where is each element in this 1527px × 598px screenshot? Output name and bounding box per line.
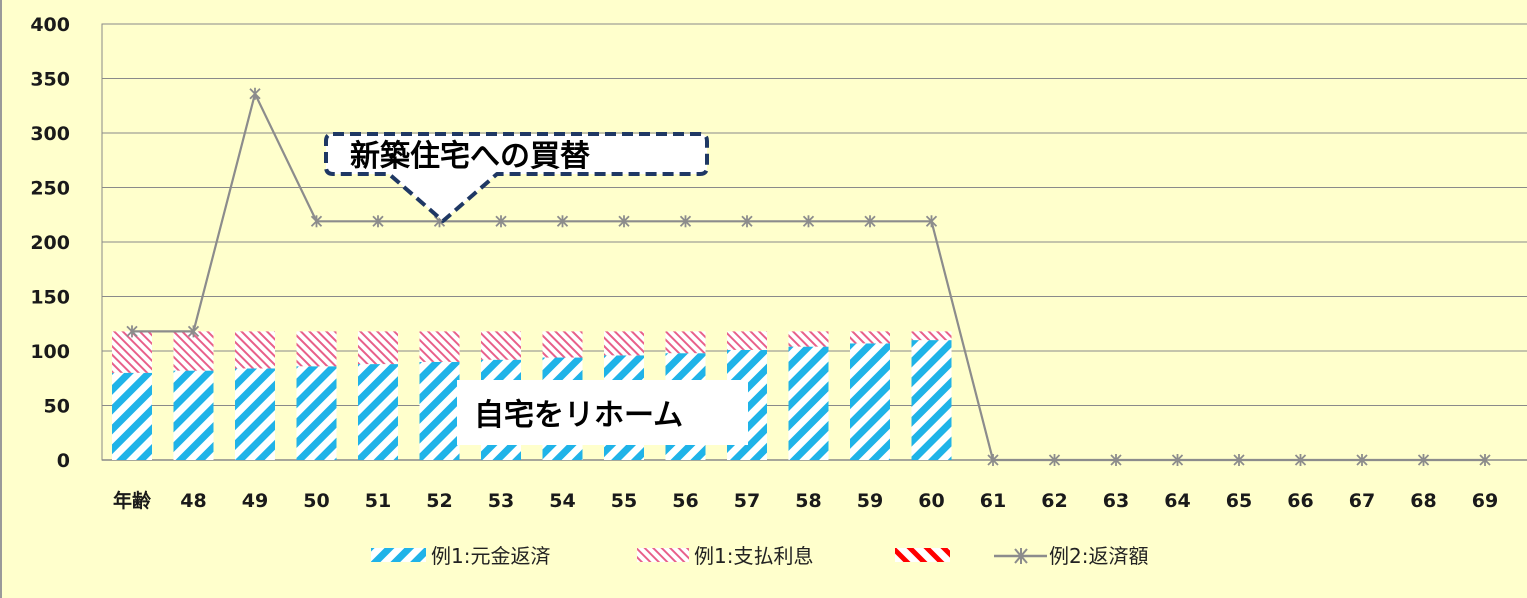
x-tick-label: 67	[1349, 490, 1375, 512]
y-tick-label: 250	[30, 178, 70, 200]
bar-principal	[112, 372, 152, 460]
line-point	[310, 215, 323, 228]
bar-interest	[604, 331, 644, 356]
bar-principal	[296, 366, 337, 460]
line-point	[1048, 454, 1061, 466]
x-tick-label: 54	[549, 490, 575, 512]
x-tick-label: 56	[672, 490, 698, 512]
bar-principal	[788, 346, 829, 460]
line-point	[126, 325, 138, 338]
x-tick-label: 69	[1472, 490, 1498, 512]
bar-interest	[419, 331, 460, 362]
x-tick-label: 66	[1287, 490, 1313, 512]
line-point	[618, 215, 630, 228]
annotation-text: 自宅をリホーム	[474, 398, 683, 433]
line-point	[495, 215, 507, 228]
x-tick-label: 51	[365, 490, 391, 512]
line-point	[741, 215, 753, 228]
y-tick-label: 50	[44, 396, 70, 418]
bar-interest	[235, 331, 275, 369]
line-point	[1479, 454, 1491, 466]
line-point	[864, 215, 876, 228]
line-point	[187, 325, 200, 338]
y-tick-label: 150	[30, 287, 70, 309]
legend-swatch-interest	[637, 548, 689, 562]
x-tick-label: 年齢	[113, 489, 152, 512]
bar-interest	[358, 331, 398, 365]
callout-text: 新築住宅への買替	[350, 139, 590, 174]
line-point	[802, 215, 815, 228]
line-series	[126, 87, 1491, 466]
line-point	[1233, 454, 1245, 466]
x-tick-label: 63	[1103, 490, 1129, 512]
line-point	[556, 215, 569, 228]
y-tick-label: 0	[57, 450, 70, 472]
y-tick-label: 200	[30, 232, 70, 254]
x-tick-label: 64	[1164, 490, 1190, 512]
bar-principal	[419, 361, 460, 460]
y-tick-label: 100	[30, 341, 70, 363]
legend: 例1:元金返済 例1:支払利息 例2:返済額	[371, 544, 1148, 568]
x-tick-label: 62	[1041, 490, 1067, 512]
legend-marker-asterisk-icon	[1014, 548, 1028, 564]
bar-interest	[481, 331, 521, 360]
bar-interest	[112, 331, 152, 373]
line-point	[1171, 454, 1184, 466]
line-point	[1294, 454, 1307, 466]
x-tick-label: 61	[980, 490, 1006, 512]
y-tick-label: 300	[30, 123, 70, 145]
bar-interest	[911, 331, 952, 341]
x-tick-label: 50	[303, 490, 329, 512]
bar-interest	[788, 331, 829, 347]
bar-interest	[850, 331, 890, 344]
line-point	[925, 215, 938, 228]
x-tick-label: 65	[1226, 490, 1252, 512]
bar-principal	[358, 364, 398, 460]
line-point	[372, 215, 384, 228]
line-point	[679, 215, 692, 228]
legend-label-interest: 例1:支払利息	[694, 544, 813, 568]
annotation-box	[457, 380, 748, 445]
line-point	[249, 87, 261, 100]
x-tick-label: 68	[1410, 490, 1436, 512]
x-tick-label: 58	[795, 490, 821, 512]
x-tick-label: 49	[242, 490, 268, 512]
annotation-reform: 自宅をリホーム	[457, 380, 748, 445]
x-tick-label: 59	[857, 490, 883, 512]
y-axis: 400 350 300 250 200 150 100 50 0	[30, 14, 70, 472]
bar-interest	[542, 331, 583, 358]
bar-interest	[727, 331, 767, 350]
legend-label-principal: 例1:元金返済	[431, 544, 550, 568]
line-point	[1417, 454, 1430, 466]
legend-swatch-principal	[371, 548, 426, 562]
x-tick-label: 57	[734, 490, 760, 512]
x-tick-label: 53	[488, 490, 514, 512]
callout-new-house: 新築住宅への買替	[324, 132, 709, 223]
line-point	[1356, 454, 1368, 466]
y-tick-label: 350	[30, 69, 70, 91]
legend-label-repayment: 例2:返済額	[1049, 544, 1148, 568]
x-tick-label: 52	[426, 490, 452, 512]
bar-interest	[173, 331, 214, 371]
x-tick-label: 60	[918, 490, 944, 512]
bar-interest	[296, 331, 337, 367]
bar-interest	[665, 331, 706, 354]
bar-principal	[850, 343, 890, 460]
x-axis: 年齢 48 49 50 51 52 53 54 55 56 57 58 59 60 61 62 63 64 65 66…	[113, 489, 1498, 512]
legend-swatch-red	[895, 548, 950, 562]
line-point	[1110, 454, 1122, 466]
callout-shape	[324, 132, 709, 223]
bar-principal	[911, 340, 952, 460]
bar-principal	[173, 370, 214, 460]
y-tick-label: 400	[30, 14, 70, 36]
x-tick-label: 55	[611, 490, 637, 512]
line-point	[987, 454, 999, 466]
x-tick-label: 48	[180, 490, 206, 512]
bar-principal	[235, 368, 275, 460]
